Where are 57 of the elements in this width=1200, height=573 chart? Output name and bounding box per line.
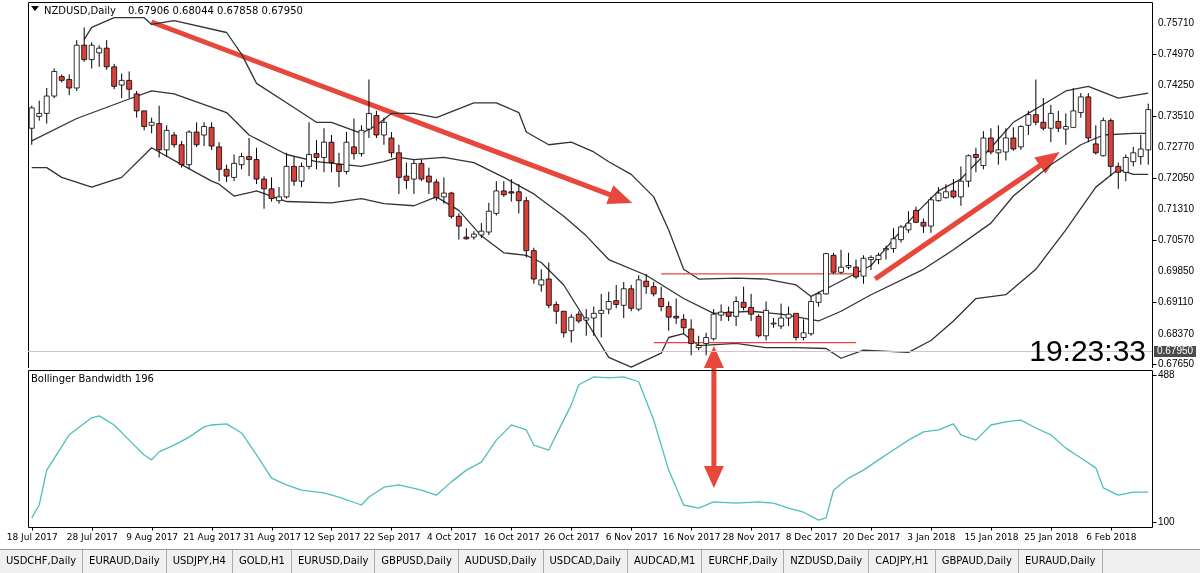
text: USDCHF,Daily [0,550,84,573]
line-series [83,17,1149,298]
x-tick-label: 22 Sep 2017 [363,531,421,542]
line-series [31,376,1149,521]
chart-title: Bollinger Bandwidth 196 [31,373,154,384]
y-tick-label: 100 [1158,516,1176,528]
x-tick-label: 15 Jan 2018 [964,531,1019,542]
x-tick-label: 26 Oct 2017 [543,531,600,542]
x-tick-label: 9 Aug 2017 [126,531,179,542]
y-tick-label: 0.68370 [1158,327,1195,339]
candlestick [680,313,687,335]
x-tick-label: 31 Aug 2017 [243,531,301,542]
y-tick-label: 0.71310 [1158,203,1195,215]
candlestick [688,318,695,356]
x-tick-label: 16 Nov 2017 [662,531,721,542]
x-tick-label: 28 Jul 2017 [66,531,118,542]
text: NZDUSD,Daily [784,550,870,573]
text: EURUSD,Daily [291,550,376,573]
text: EURAUD,Daily [1019,550,1103,573]
x-tick-label: 12 Sep 2017 [303,531,361,542]
x-tick-label: 6 Feb 2018 [1086,531,1137,542]
text: USDCAD,Daily [543,550,628,573]
x-tick-label: 4 Oct 2017 [426,531,477,542]
text: GOLD,H1 [232,550,292,573]
y-tick-label: 0.72770 [1158,141,1195,153]
chart-subtitle: 0.67906 0.68044 0.67858 0.67950 [128,5,303,16]
x-tick-label: 21 Aug 2017 [183,531,241,542]
annotation: 19:23:33 [1029,334,1146,367]
text: AUDUSD,Daily [458,550,544,573]
x-tick-label: 25 Jan 2018 [1024,531,1079,542]
x-tick-label: 6 Nov 2017 [605,531,658,542]
text: EURCHF,Daily [702,550,785,573]
text: AUDCAD,M1 [627,550,703,573]
y-tick-label: 0.74970 [1158,48,1195,60]
x-tick-label: 3 Jan 2018 [907,531,956,542]
text: GBPUSD,Daily [375,550,459,573]
x-tick-label: 8 Dec 2017 [785,531,838,542]
text: EURAUD,Daily [83,550,167,573]
y-tick-label: 0.70570 [1158,234,1195,246]
text: USDJPY,H4 [166,550,233,573]
candlestick [658,286,665,312]
x-tick-label: 20 Dec 2017 [842,531,901,542]
chart-title: NZDUSD,Daily [44,5,116,16]
text: GBPAUD,Daily [935,550,1019,573]
x-tick-label: 28 Nov 2017 [722,531,781,542]
text: CADJPY,H1 [869,550,936,573]
y-tick-label: 0.73510 [1158,109,1195,121]
y-tick-label: 488 [1158,368,1176,380]
y-tick-label: 0.69850 [1158,264,1195,276]
y-tick-label: 0.75710 [1158,16,1195,28]
x-tick-label: 18 Jul 2017 [6,531,58,542]
y-tick-label: 0.67650 [1158,358,1195,370]
x-tick-label: 16 Oct 2017 [484,531,540,542]
ref-line-label: 0.67950 [1156,345,1194,357]
y-tick-label: 0.74250 [1158,78,1195,90]
y-tick-label: 0.72050 [1158,171,1195,183]
y-tick-label: 0.69110 [1158,296,1194,308]
